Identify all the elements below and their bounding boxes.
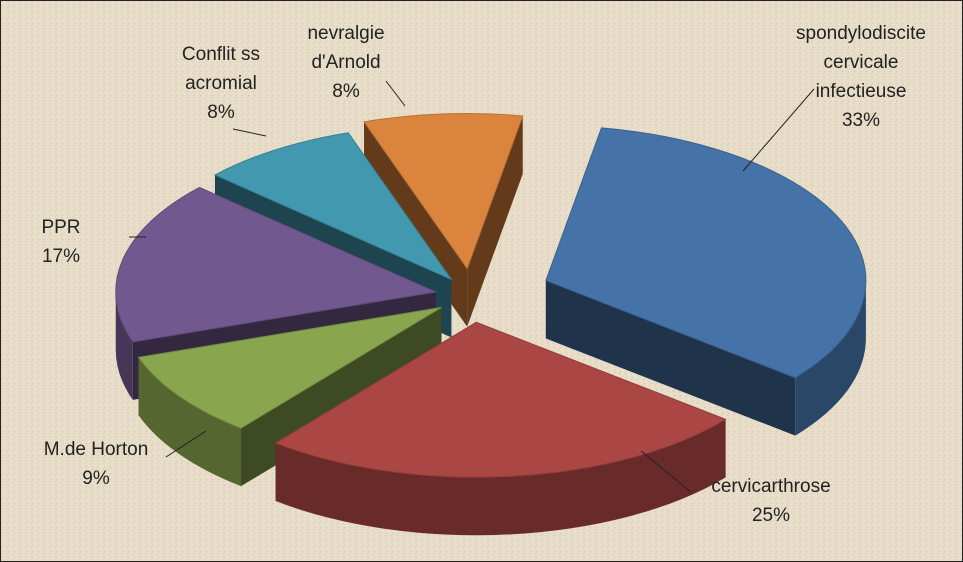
slice-name: infectieuse [816, 81, 907, 102]
slice-name: cervicale [824, 52, 899, 73]
pie-slice-side [138, 357, 241, 487]
slice-label: nevralgie d'Arnold 8% [307, 23, 384, 102]
leader-line [742, 88, 815, 172]
pie-slice-top [363, 113, 524, 270]
slice-name: Conflit ss [182, 44, 260, 65]
slice-label: spondylodiscite cervicale infectieuse 33% [796, 23, 926, 131]
pie-slice-1 [274, 321, 727, 536]
slice-percent: 33% [842, 110, 880, 131]
pie-slice-0 [545, 127, 867, 436]
slices-layer [115, 113, 867, 536]
pie-slice-wall [545, 280, 796, 436]
pie-slice-wall [467, 115, 523, 327]
slice-label: cervicarthrose 25% [711, 476, 830, 526]
slice-name: cervicarthrose [711, 476, 830, 497]
slice-percent: 17% [42, 246, 80, 267]
pie-slice-side [795, 280, 866, 436]
slice-name: spondylodiscite [796, 23, 926, 44]
pie-slice-side [275, 419, 726, 536]
labels-layer: spondylodiscite cervicale infectieuse 33% ce… [41, 23, 926, 526]
slice-name: M.de Horton [44, 439, 149, 460]
leader-line [232, 128, 267, 137]
leader-line [165, 430, 207, 458]
slice-percent: 8% [207, 102, 235, 123]
pie-slice-top [545, 127, 867, 379]
slice-percent: 8% [332, 81, 360, 102]
slice-name: PPR [41, 217, 80, 238]
slice-label: Conflit ss acromial 8% [182, 44, 260, 123]
slice-percent: 25% [752, 505, 790, 526]
slice-percent: 9% [82, 468, 110, 489]
slice-name: nevralgie [307, 23, 384, 44]
pie-slice-top [137, 306, 442, 429]
pie-slice-top [213, 132, 453, 281]
slice-label: PPR 17% [41, 217, 80, 267]
pie-slice-top [274, 321, 727, 478]
slice-name: acromial [185, 73, 257, 94]
leader-line [385, 80, 406, 107]
slice-name: d'Arnold [311, 52, 380, 73]
slice-label: M.de Horton 9% [44, 439, 149, 489]
pie-slice-2 [137, 306, 442, 487]
pie-slice-top [115, 186, 438, 343]
leader-line [640, 450, 692, 493]
